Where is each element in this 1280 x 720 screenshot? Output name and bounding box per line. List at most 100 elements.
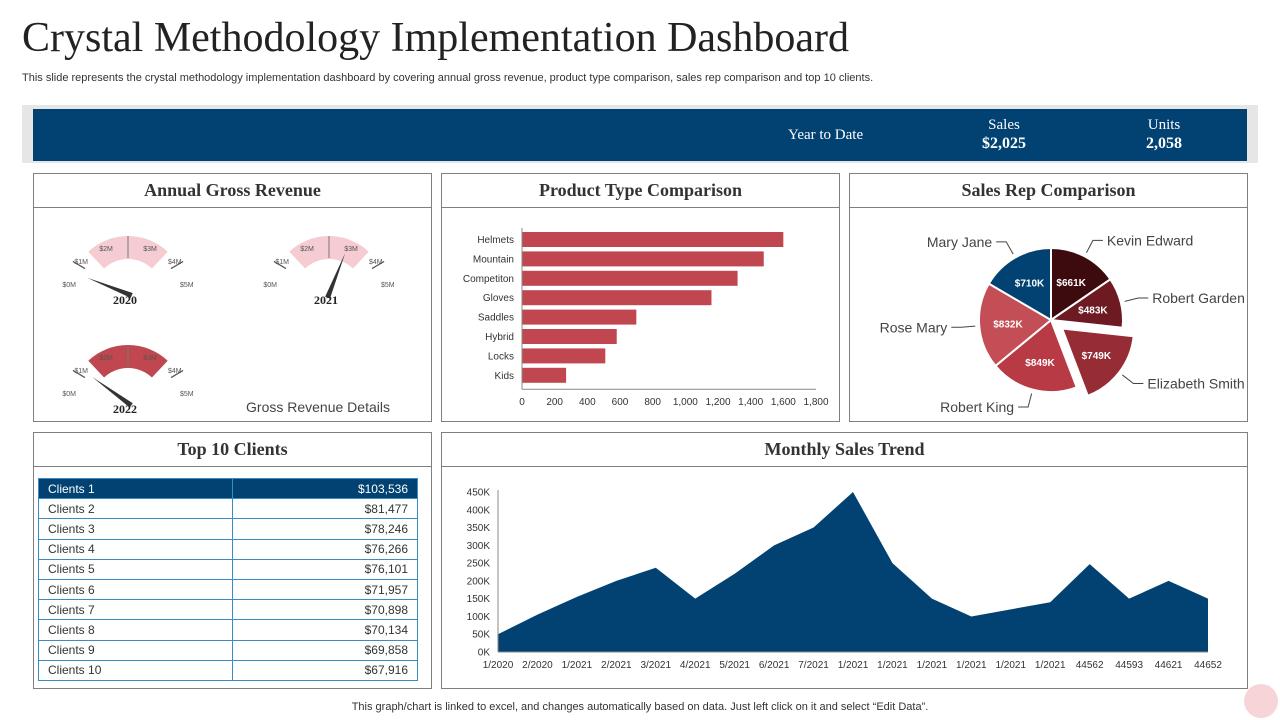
area-x-tick-label: 3/2021 (640, 660, 671, 671)
bar-x-tick-label: 800 (644, 397, 661, 408)
product-bar-chart: Helmets Mountain Competiton Gloves Saddles Hy… (463, 228, 829, 408)
bar-category-label: Hybrid (485, 332, 514, 343)
area-y-tick-label: 300K (467, 541, 491, 552)
table-row[interactable]: Clients 5 $76,101 (38, 558, 419, 580)
gauge-scale-label: $1M (275, 259, 289, 266)
area-x-tick-label: 44621 (1155, 660, 1183, 671)
pie-name-label: Elizabeth Smith (1147, 375, 1244, 391)
gauge-scale-label: $2M (300, 246, 314, 253)
gauge-scale-label: $3M (143, 246, 157, 253)
pie-value-label: $849K (1025, 358, 1055, 369)
pie-leader-line (1124, 297, 1149, 302)
top-clients-title: Top 10 Clients (34, 433, 431, 467)
gauge-scale-label: $4M (168, 259, 182, 266)
pie-leader-line (1121, 374, 1144, 384)
pie-slice-elizabeth-smith (1060, 327, 1135, 398)
kpi-sales-label: Sales (988, 117, 1020, 133)
bar-category-label: Locks (488, 351, 514, 362)
ytd-label: Year to Date (788, 127, 864, 143)
bar-category-label: Gloves (483, 293, 514, 304)
bar-x-tick-label: 1,600 (771, 397, 796, 408)
area-x-tick-label: 44593 (1115, 660, 1143, 671)
area-y-tick-label: 100K (467, 612, 491, 623)
bar-x-tick-label: 200 (546, 397, 563, 408)
annual-gross-revenue-panel: Annual Gross Revenue $0M $1M $2M $3M $4M $5M 2… (33, 173, 432, 422)
gross-revenue-details-label: Gross Revenue Details (246, 399, 390, 415)
footer-note: This graph/chart is linked to excel, and… (351, 701, 929, 713)
gauge-scale-label: $4M (369, 259, 383, 266)
area-x-tick-label: 1/2021 (1035, 660, 1066, 671)
pie-value-label: $661K (1056, 278, 1086, 289)
gauge-scale-label: $4M (168, 368, 182, 375)
bar-kids (522, 367, 567, 383)
client-name-cell: Clients 5 (38, 558, 233, 580)
area-y-tick-label: 50K (472, 630, 490, 641)
client-amount-cell: $71,957 (231, 578, 419, 601)
table-row[interactable]: Clients 1 $103,536 (38, 477, 419, 500)
bar-x-tick-label: 1,200 (705, 397, 730, 408)
client-name-cell: Clients 3 (38, 518, 233, 540)
clients-table: Clients 1 $103,536 Clients 2 $81,477 Clients… (38, 477, 419, 681)
gauge-needle (92, 377, 133, 408)
client-amount-cell: $70,898 (231, 599, 419, 621)
table-row[interactable]: Clients 9 $69,858 (38, 639, 419, 661)
top-clients-panel: Top 10 Clients Clients 1 $103,536 Clients … (33, 432, 432, 689)
bar-competiton (522, 270, 738, 286)
bar-category-label: Mountain (473, 254, 514, 265)
client-amount-cell: $76,266 (231, 538, 419, 560)
gauge-scale-label: $3M (143, 355, 157, 362)
gauge-tick (170, 369, 184, 379)
annual-gross-revenue-title: Annual Gross Revenue (34, 174, 431, 208)
bar-x-tick-label: 1,400 (738, 397, 763, 408)
bar-mountain (522, 251, 764, 267)
area-x-tick-label: 1/2021 (995, 660, 1026, 671)
bar-gloves (522, 290, 712, 306)
table-row[interactable]: Clients 8 $70,134 (38, 619, 419, 641)
area-y-tick-label: 450K (467, 488, 491, 499)
client-amount-cell: $78,246 (231, 518, 419, 540)
table-row[interactable]: Clients 7 $70,898 (38, 599, 419, 621)
pie-leader-line (951, 325, 976, 328)
gauge-2021: $0M $1M $2M $3M $4M $5M 2021 (263, 236, 395, 307)
table-row[interactable]: Clients 10 $67,916 (38, 659, 419, 681)
client-name-cell: Clients 1 (38, 477, 233, 500)
table-row[interactable]: Clients 3 $78,246 (38, 518, 419, 540)
gauge-tick (170, 260, 184, 270)
area-x-tick-label: 1/2021 (956, 660, 987, 671)
pie-name-label: Kevin Edward (1107, 232, 1193, 248)
client-name-cell: Clients 8 (38, 619, 233, 641)
sales-rep-pie-chart: $661K $483K $749K $849K $832K $710K Kevin Edwa… (880, 232, 1245, 415)
pie-value-label: $749K (1082, 351, 1112, 362)
area-y-tick-label: 400K (467, 505, 491, 516)
area-y-tick-label: 150K (467, 594, 491, 605)
gauge-scale-label: $0M (62, 391, 76, 398)
gauge-scale-label: $1M (74, 368, 88, 375)
area-x-tick-label: 1/2021 (562, 660, 593, 671)
gauge-scale-label: $3M (344, 246, 358, 253)
area-series (498, 492, 1208, 652)
gauge-tick (371, 260, 385, 270)
kpi-units-value: 2,058 (1146, 135, 1182, 152)
area-x-tick-label: 1/2021 (877, 660, 908, 671)
table-row[interactable]: Clients 6 $71,957 (38, 578, 419, 601)
client-amount-cell: $69,858 (231, 639, 419, 661)
bar-x-tick-label: 400 (579, 397, 596, 408)
pie-slice-rose-mary (978, 282, 1053, 368)
client-amount-cell: $81,477 (231, 498, 419, 520)
client-name-cell: Clients 2 (38, 498, 233, 520)
gauge-scale-label: $5M (381, 282, 395, 289)
kpi-sales: Sales $2,025 (934, 117, 1074, 153)
bar-helmets (522, 232, 784, 247)
table-row[interactable]: Clients 4 $76,266 (38, 538, 419, 560)
pie-slice-kevin-edward (1050, 246, 1112, 322)
kpi-sales-value: $2,025 (982, 135, 1026, 152)
pie-name-label: Robert Garden (1152, 290, 1245, 306)
client-amount-cell: $103,536 (231, 477, 419, 500)
table-row[interactable]: Clients 2 $81,477 (38, 498, 419, 520)
monthly-sales-trend-panel: Monthly Sales Trend 0K 50K 100K 150K 200K 250… (441, 432, 1248, 689)
monthly-area-chart: 0K 50K 100K 150K 200K 250K 300K 350K 400K 450K 1/2… (467, 488, 1223, 672)
area-x-tick-label: 6/2021 (759, 660, 790, 671)
decorative-circle (1244, 684, 1278, 718)
gauge-tick (72, 369, 86, 379)
bar-locks (522, 348, 606, 364)
